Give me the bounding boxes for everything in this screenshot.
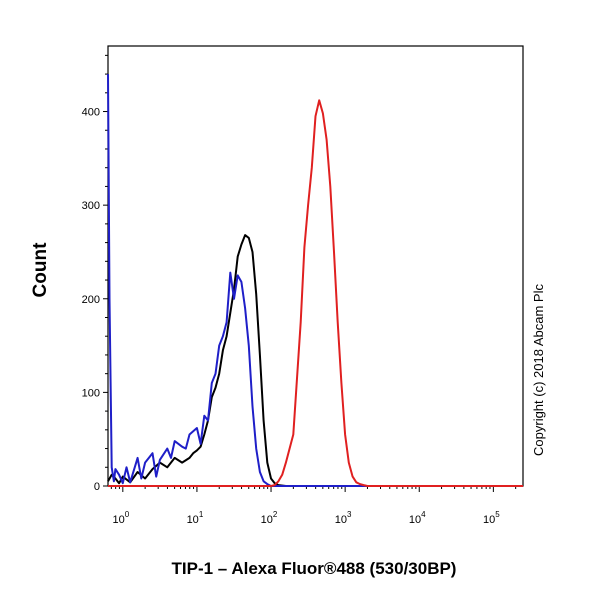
y-tick-label: 200 (82, 294, 100, 306)
series-group (107, 74, 523, 487)
series-black-line (107, 234, 523, 487)
series-red-line (108, 99, 523, 487)
x-tick-label: 103 (335, 510, 352, 526)
series-blue-line (107, 74, 523, 487)
copyright-annotation: Copyright (c) 2018 Abcam Plc (531, 284, 546, 456)
x-tick-label: 101 (187, 510, 204, 526)
y-tick-label: 100 (82, 387, 100, 399)
x-tick-label: 104 (409, 510, 426, 526)
x-axis-label: TIP-1 – Alexa Fluor®488 (530/30BP) (172, 559, 457, 578)
x-tick-label: 100 (112, 510, 129, 526)
y-axis-label: Count (30, 242, 51, 298)
tick-labels: 0 100 200 300 400 100 101 102 103 104 105 (82, 107, 501, 526)
axes (103, 45, 524, 492)
y-tick-label: 400 (82, 107, 100, 119)
y-tick-label: 300 (82, 200, 100, 212)
y-tick-label: 0 (94, 481, 100, 493)
x-tick-label: 105 (483, 510, 500, 526)
x-tick-label: 102 (261, 510, 278, 526)
